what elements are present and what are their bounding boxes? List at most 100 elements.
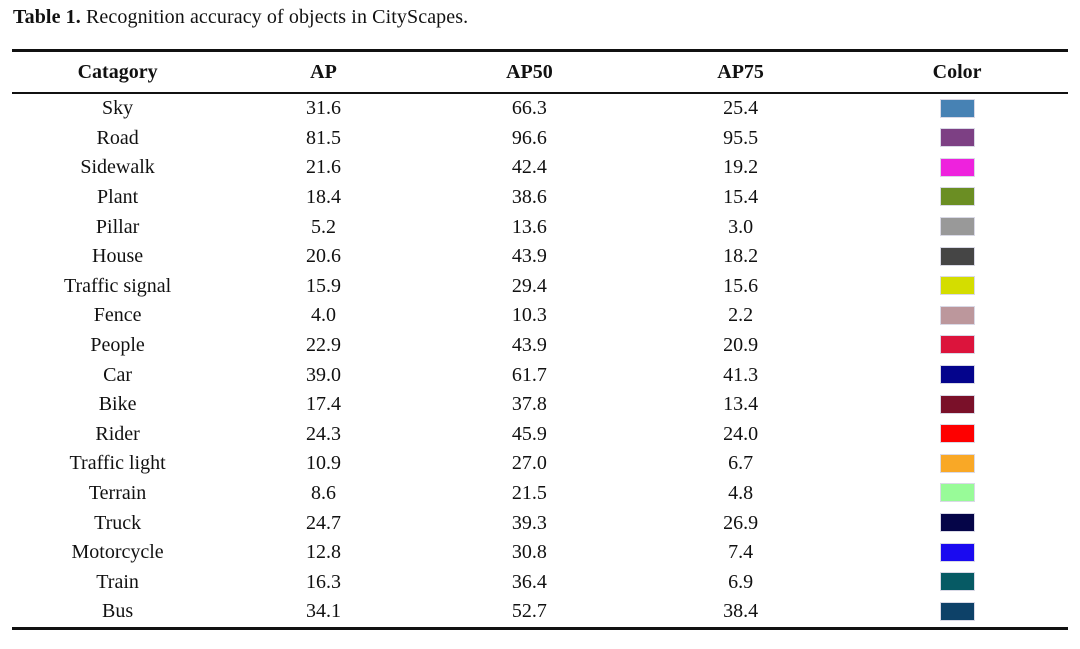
ap-cell: 8.6: [311, 482, 336, 505]
ap75-cell: 15.6: [723, 274, 759, 297]
ap50-cell: 30.8: [511, 541, 547, 564]
table-row: Train 16.3 36.4 6.9: [12, 568, 1068, 598]
color-swatch: [939, 483, 975, 503]
category-cell: Sidewalk: [80, 156, 155, 179]
color-swatch: [939, 128, 975, 148]
ap50-cell: 37.8: [511, 393, 547, 416]
ap-cell: 4.0: [311, 304, 336, 327]
table-header-row: Catagory AP AP50 AP75 Color: [12, 50, 1068, 94]
color-swatch: [939, 217, 975, 237]
color-swatch: [939, 365, 975, 385]
ap50-cell: 52.7: [511, 600, 547, 623]
ap75-cell: 38.4: [723, 600, 759, 623]
color-swatch: [939, 335, 975, 355]
ap50-cell: 66.3: [511, 97, 547, 120]
category-cell: Road: [96, 126, 139, 149]
ap50-cell: 42.4: [511, 156, 547, 179]
ap50-cell: 43.9: [511, 334, 547, 357]
ap75-cell: 41.3: [723, 363, 759, 386]
recognition-accuracy-table: Catagory AP AP50 AP75 Color Sky 31.6 66.3 2…: [12, 49, 1068, 630]
ap50-cell: 96.6: [511, 126, 547, 149]
color-cell: [846, 183, 1068, 213]
ap75-cell: 6.7: [728, 452, 754, 475]
ap-cell: 17.4: [306, 393, 341, 416]
ap75-cell: 19.2: [723, 156, 759, 179]
table-row: Sidewalk 21.6 42.4 19.2: [12, 153, 1068, 183]
color-swatch: [939, 542, 975, 562]
table-row: Traffic signal 15.9 29.4 15.6: [12, 272, 1068, 302]
ap50-cell: 43.9: [511, 245, 547, 268]
category-cell: Rider: [95, 422, 140, 445]
ap-cell: 39.0: [306, 363, 341, 386]
ap75-cell: 3.0: [728, 215, 754, 238]
ap-cell: 34.1: [306, 600, 341, 623]
table-row: Road 81.5 96.6 95.5: [12, 124, 1068, 154]
category-cell: Truck: [94, 511, 142, 534]
table-row: House 20.6 43.9 18.2: [12, 242, 1068, 272]
ap-cell: 24.3: [306, 422, 341, 445]
category-cell: Motorcycle: [71, 541, 164, 564]
ap75-cell: 4.8: [728, 482, 754, 505]
column-header-color: Color: [846, 50, 1068, 94]
ap75-cell: 7.4: [728, 541, 754, 564]
color-cell: [846, 479, 1068, 509]
ap75-cell: 15.4: [723, 186, 759, 209]
ap-cell: 81.5: [306, 126, 341, 149]
color-cell: [846, 153, 1068, 183]
table-row: Rider 24.3 45.9 24.0: [12, 420, 1068, 450]
ap-cell: 24.7: [306, 511, 341, 534]
table-caption-text: Recognition accuracy of objects in CityS…: [80, 6, 469, 28]
ap75-cell: 18.2: [723, 245, 759, 268]
table-row: Car 39.0 61.7 41.3: [12, 360, 1068, 390]
ap-cell: 15.9: [306, 274, 341, 297]
ap75-cell: 25.4: [723, 97, 759, 120]
category-cell: Pillar: [95, 215, 140, 238]
color-cell: [846, 597, 1068, 628]
color-swatch: [939, 305, 975, 325]
category-cell: House: [92, 245, 144, 268]
color-cell: [846, 331, 1068, 361]
ap-cell: 16.3: [306, 570, 341, 593]
category-cell: Sky: [102, 97, 134, 120]
column-header-ap75: AP75: [635, 50, 847, 94]
ap-cell: 31.6: [306, 97, 341, 120]
category-cell: Traffic signal: [63, 274, 172, 297]
category-cell: Terrain: [88, 482, 147, 505]
ap75-cell: 24.0: [723, 422, 759, 445]
ap75-cell: 20.9: [723, 334, 759, 357]
color-cell: [846, 124, 1068, 154]
ap50-cell: 13.6: [511, 215, 547, 238]
ap50-cell: 36.4: [511, 570, 547, 593]
ap75-cell: 6.9: [728, 570, 754, 593]
color-cell: [846, 420, 1068, 450]
ap-cell: 18.4: [306, 186, 341, 209]
table-row: Bus 34.1 52.7 38.4: [12, 597, 1068, 628]
table-row: Fence 4.0 10.3 2.2: [12, 301, 1068, 331]
category-cell: Bus: [102, 600, 134, 623]
color-cell: [846, 301, 1068, 331]
table-body: Sky 31.6 66.3 25.4 Road 81.5 96.6 95.5 Sidewalk 2…: [12, 93, 1068, 628]
table-caption: Table 1. Recognition accuracy of objects…: [13, 6, 468, 29]
color-swatch: [939, 98, 975, 118]
ap75-cell: 26.9: [723, 511, 759, 534]
table-row: Plant 18.4 38.6 15.4: [12, 183, 1068, 213]
table-row: Terrain 8.6 21.5 4.8: [12, 479, 1068, 509]
color-swatch: [939, 246, 975, 266]
table-caption-label: Table 1.: [13, 6, 81, 28]
ap-cell: 5.2: [311, 215, 336, 238]
column-header-category: Catagory: [12, 50, 224, 94]
table-row: Motorcycle 12.8 30.8 7.4: [12, 538, 1068, 568]
table-row: Truck 24.7 39.3 26.9: [12, 508, 1068, 538]
ap50-cell: 45.9: [511, 422, 547, 445]
column-header-ap: AP: [223, 50, 424, 94]
ap50-cell: 39.3: [511, 511, 547, 534]
ap50-cell: 38.6: [511, 186, 547, 209]
category-cell: People: [90, 334, 145, 357]
ap75-cell: 2.2: [728, 304, 754, 327]
category-cell: Train: [96, 570, 139, 593]
color-swatch: [939, 601, 975, 621]
category-cell: Traffic light: [69, 452, 166, 475]
ap-cell: 22.9: [306, 334, 341, 357]
table-row: Pillar 5.2 13.6 3.0: [12, 212, 1068, 242]
